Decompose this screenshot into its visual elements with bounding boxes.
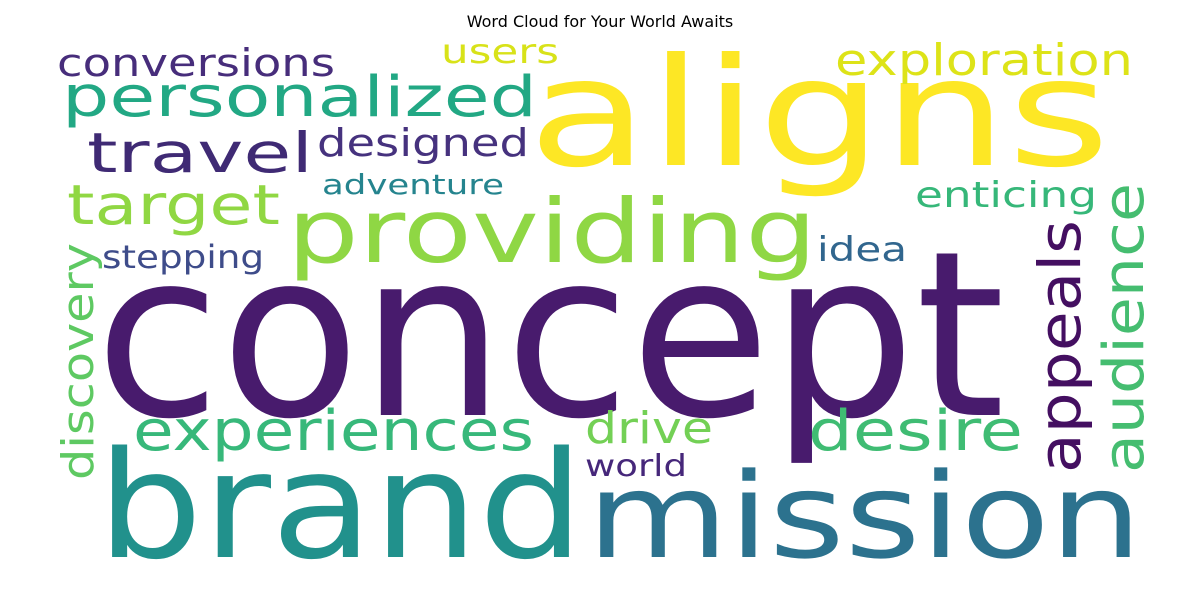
word-users: users: [441, 32, 559, 72]
word-desire: desire: [808, 399, 1023, 464]
word-brand: brand: [97, 420, 584, 592]
word-audience: audience: [1092, 183, 1157, 473]
word-stepping: stepping: [102, 238, 264, 276]
word-world: world: [585, 449, 687, 484]
word-target: target: [67, 173, 280, 237]
word-idea: idea: [817, 230, 907, 270]
word-conversions: conversions: [57, 41, 335, 85]
word-providing: providing: [287, 180, 817, 283]
word-exploration: exploration: [835, 35, 1133, 86]
word-concept: concept: [95, 203, 1005, 470]
word-mission: mission: [587, 447, 1142, 585]
word-personalized: personalized: [62, 65, 537, 130]
word-adventure: adventure: [322, 168, 504, 201]
chart-title: Word Cloud for Your World Awaits: [466, 12, 734, 31]
word-discovery: discovery: [53, 243, 104, 480]
word-designed: designed: [317, 121, 529, 165]
word-travel: travel: [87, 121, 313, 185]
word-drive: drive: [585, 403, 713, 454]
word-aligns: aligns: [528, 27, 1110, 201]
word-experiences: experiences: [133, 399, 534, 464]
word-enticing: enticing: [915, 175, 1097, 216]
word-appeals: appeals: [1026, 220, 1094, 473]
